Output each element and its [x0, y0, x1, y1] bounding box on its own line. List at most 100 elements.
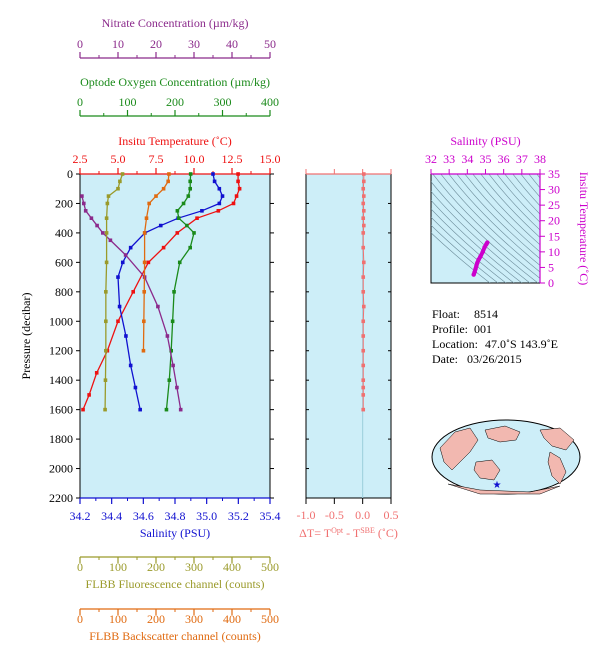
isopycnal-line [512, 174, 540, 207]
pressure-tick-label: 0 [67, 167, 73, 181]
temperature-point [116, 319, 120, 324]
temperature-point [216, 209, 221, 213]
profile-label: Profile: [432, 322, 468, 336]
temperature-point [236, 172, 240, 176]
nitrate-point [156, 304, 160, 309]
oxygen-point [169, 348, 173, 353]
nitrate-point [108, 238, 113, 243]
ts-temperature-tick-label: 0 [548, 276, 554, 290]
fluorescence-point [106, 194, 111, 198]
fluorescence-point [104, 260, 109, 265]
salinity-tick-label: 34.4 [101, 509, 122, 523]
backscatter-point [161, 186, 166, 191]
ts-temperature-tick-label: 35 [548, 167, 560, 181]
oxygen-tick-label: 100 [119, 95, 137, 109]
pressure-tick-label: 1800 [49, 432, 73, 446]
oxygen-point [177, 260, 182, 265]
temperature-point [195, 216, 199, 220]
nitrate-axis-title: Nitrate Concentration (µm/kg) [102, 16, 249, 30]
temperature-point [94, 371, 99, 375]
salinity-point [120, 260, 125, 265]
salinity-point [117, 304, 122, 309]
fluorescence-tick-label: 400 [223, 560, 241, 574]
backscatter-point [167, 172, 171, 176]
nitrate-point [95, 223, 99, 228]
oxygen-point [181, 201, 186, 206]
isopycnal-line [431, 190, 531, 283]
pressure-tick-label: 1200 [49, 344, 73, 358]
oxygen-point [170, 319, 175, 324]
svg-text:Date:03/26/2015: Date: 03/26/2015 [432, 352, 522, 366]
pressure-tick-label: 200 [55, 196, 73, 210]
ts-point [478, 254, 483, 259]
nitrate-tick-label: 10 [112, 37, 124, 51]
salinity-tick-label: 35.2 [228, 509, 249, 523]
salinity-tick-label: 34.6 [133, 509, 154, 523]
delta-t-label-part: Opt [331, 526, 344, 535]
temperature-tick-label: 12.5 [222, 152, 243, 166]
ts-temperature-tick-label: 10 [548, 245, 560, 259]
svg-text:Location:47.0˚S 143.9˚E: Location: 47.0˚S 143.9˚E [432, 337, 558, 351]
ts-point [480, 249, 485, 255]
salinity-tick-label: 34.8 [165, 509, 186, 523]
delta-t-line [362, 174, 365, 410]
temperature-point [231, 201, 236, 206]
oxygen-point [177, 216, 181, 220]
pressure-tick-label: 600 [55, 255, 73, 269]
oxygen-axis-title: Optode Oxygen Concentration (µm/kg) [80, 75, 270, 89]
isopycnal-line [432, 174, 540, 279]
temperature-point [175, 231, 180, 235]
isopycnal-line [448, 174, 540, 266]
delta-t-label-part: - T [343, 526, 361, 540]
ts-temperature-title: Insitu Temperature (˚C) [577, 172, 591, 286]
nitrate-point [123, 253, 128, 257]
ts-salinity-tick-label: 34 [461, 152, 473, 166]
nitrate-tick-label: 30 [188, 37, 200, 51]
pressure-tick-label: 400 [55, 226, 73, 240]
oxygen-point [185, 223, 189, 228]
salinity-point [217, 186, 222, 191]
fluorescence-point [118, 179, 122, 184]
fluorescence-tick-label: 200 [147, 560, 165, 574]
temperature-profile-line [82, 174, 241, 410]
backscatter-point [166, 179, 170, 184]
isopycnal-line [480, 174, 540, 238]
oxygen-point [175, 209, 180, 213]
ts-salinity-tick-label: 35 [480, 152, 492, 166]
float-value: 8514 [474, 307, 498, 321]
oxygen-tick-label: 0 [77, 95, 83, 109]
oxygen-tick-label: 200 [166, 95, 184, 109]
profile-panel: 0200400600800100012001400160018002000220… [19, 16, 281, 643]
isopycnal-line [456, 174, 540, 260]
pressure-tick-label: 1000 [49, 314, 73, 328]
oxygen-tick-label: 300 [214, 95, 232, 109]
delta-t-panel: -1.0 -0.5 0.0 0.5 ΔT= TOpt - TSBE (˚C) [297, 169, 399, 540]
temperature-tick-label: 7.5 [149, 152, 164, 166]
ts-point [485, 240, 490, 245]
fluorescence-point [103, 407, 107, 412]
ts-salinity-tick-label: 38 [534, 152, 546, 166]
oxygen-point [188, 179, 192, 184]
ts-temperature-tick-label: 15 [548, 229, 560, 243]
float-position-marker: ★ [493, 480, 502, 491]
nitrate-point [83, 209, 88, 213]
fluorescence-tick-label: 100 [109, 560, 127, 574]
backscatter-point [142, 319, 146, 324]
delta-t-tick-label: 0.0 [355, 508, 370, 522]
nitrate-tick-label: 0 [77, 37, 83, 51]
temperature-point [81, 407, 85, 412]
nitrate-point [175, 385, 179, 390]
salinity-tick-label: 34.2 [70, 509, 91, 523]
temperature-point [131, 290, 135, 294]
salinity-point [200, 209, 204, 213]
oxygen-profile-line [165, 173, 195, 410]
ts-salinity-tick-label: 37 [516, 152, 528, 166]
temperature-point [146, 260, 151, 265]
ts-temperature-tick-label: 25 [548, 198, 560, 212]
location-value: 47.0˚S 143.9˚E [485, 337, 558, 351]
ts-salinity-tick-label: 36 [498, 152, 510, 166]
backscatter-point [141, 348, 146, 353]
isopycnal-line [520, 174, 540, 198]
